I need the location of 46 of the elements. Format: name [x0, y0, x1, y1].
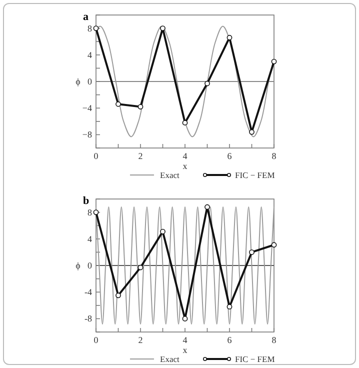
x-tick-label: 6 [227, 151, 232, 161]
y-axis-title: ϕ [76, 260, 81, 270]
y-axis-title: ϕ [76, 76, 81, 86]
point [182, 316, 188, 322]
y-tick-label: -8 [84, 314, 92, 324]
x-tick-label: 4 [182, 335, 188, 345]
point [271, 58, 277, 64]
y-tick-label: 0 [88, 260, 92, 270]
point [138, 104, 144, 110]
y-tick-label: 8 [88, 207, 92, 218]
y-tick-label: 4 [88, 50, 92, 60]
point [271, 242, 277, 248]
point [249, 129, 254, 135]
point [249, 250, 254, 255]
point [204, 204, 210, 210]
point [182, 120, 188, 126]
point [93, 210, 99, 215]
point [93, 26, 99, 31]
y-tick-label: 4 [88, 234, 92, 244]
point [138, 264, 144, 270]
legend-label: Exact [160, 354, 180, 364]
x-tick-label: 8 [272, 335, 277, 345]
y-tick-label: 8 [88, 23, 92, 34]
y-tick-label: -4 [84, 287, 92, 298]
point [116, 101, 121, 107]
point [226, 34, 232, 40]
x-axis-title: x [182, 161, 188, 171]
x-tick-label: 6 [227, 335, 232, 345]
x-tick-label: 4 [182, 151, 188, 161]
point [160, 228, 166, 234]
point [226, 304, 232, 310]
point [204, 80, 210, 86]
legend-label: FIC − FEM [235, 170, 276, 180]
y-tick-label: −4 [82, 103, 92, 114]
y-tick-label: −8 [82, 130, 92, 140]
legend-label: FIC − FEM [235, 354, 276, 364]
x-axis-title: x [182, 345, 188, 355]
point [116, 292, 121, 298]
x-tick-label: 8 [272, 151, 277, 161]
x-tick-label: 2 [138, 335, 143, 345]
legend-label: Exact [160, 170, 180, 180]
chart-title: a [83, 11, 89, 23]
point [160, 26, 166, 31]
y-tick-label: 0 [88, 76, 92, 86]
chart-title: b [83, 195, 90, 207]
x-tick-label: 2 [138, 151, 143, 161]
